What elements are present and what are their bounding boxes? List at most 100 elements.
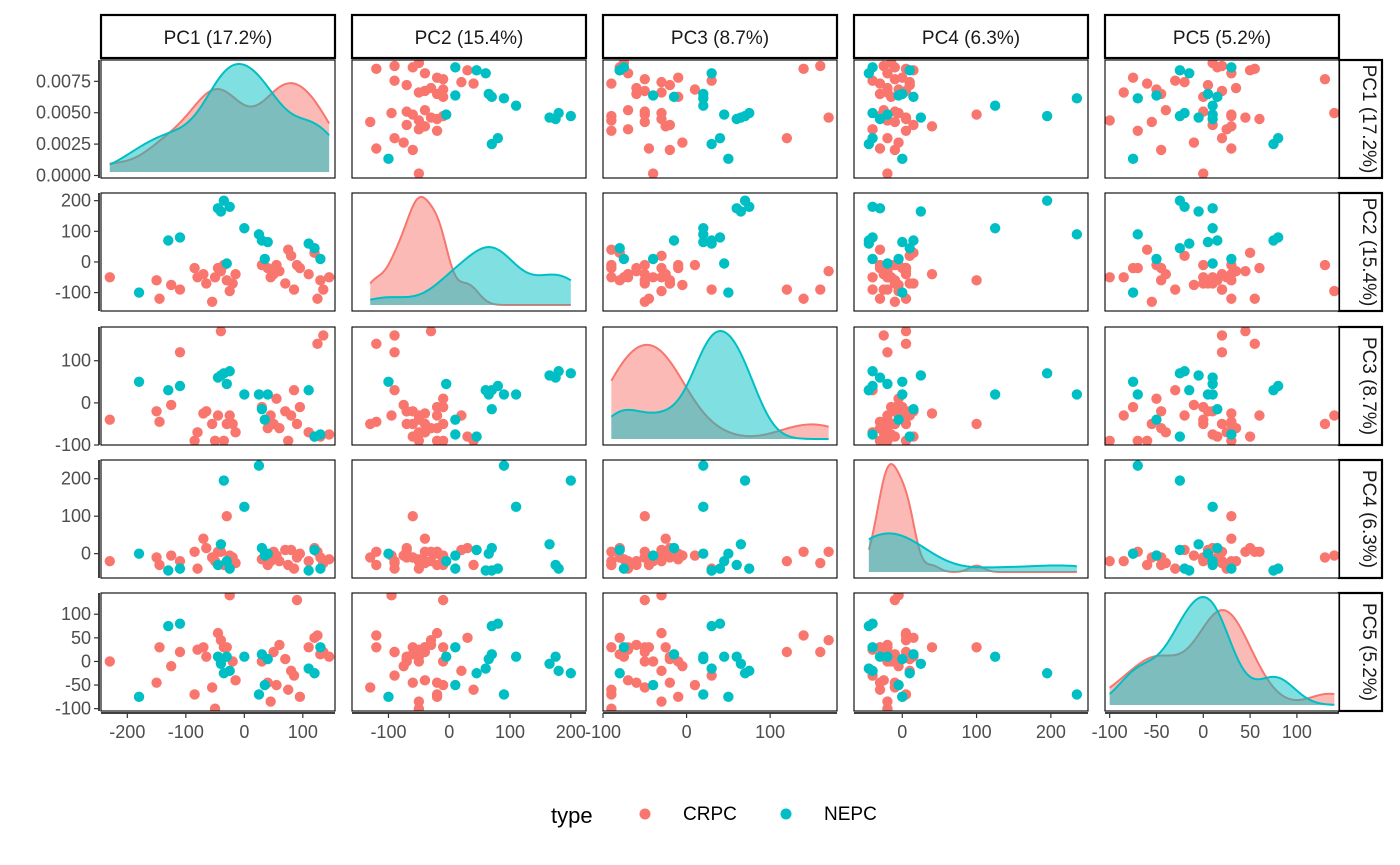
point-crpc: [371, 143, 382, 154]
point-nepc: [698, 689, 709, 700]
point-crpc: [413, 410, 425, 421]
point-crpc: [201, 651, 212, 662]
point-crpc: [274, 265, 285, 277]
point-crpc: [606, 703, 617, 711]
point-nepc: [262, 653, 273, 665]
point-crpc: [622, 675, 634, 686]
point-nepc: [698, 100, 709, 111]
column-strip-label: PC3 (8.7%): [671, 28, 769, 49]
point-nepc: [867, 107, 878, 119]
panel-PC3-vs-PC2: [351, 326, 587, 446]
point-nepc: [1212, 235, 1223, 246]
point-crpc: [1179, 76, 1190, 88]
point-crpc: [294, 262, 306, 274]
point-nepc: [718, 109, 730, 120]
point-crpc: [318, 284, 329, 295]
point-nepc: [253, 689, 265, 700]
point-nepc: [706, 138, 717, 150]
point-crpc: [303, 269, 314, 280]
point-crpc: [781, 132, 793, 144]
point-nepc: [480, 663, 491, 674]
point-crpc: [365, 682, 376, 693]
point-crpc: [1170, 75, 1181, 86]
point-crpc: [1179, 250, 1190, 262]
point-crpc: [294, 548, 306, 559]
point-nepc: [1202, 236, 1214, 248]
point-nepc: [618, 62, 630, 73]
point-crpc: [456, 76, 467, 88]
point-crpc: [431, 125, 443, 136]
point-crpc: [1226, 143, 1237, 154]
point-crpc: [639, 552, 650, 563]
point-nepc: [1272, 380, 1284, 392]
point-crpc: [288, 670, 300, 681]
point-nepc: [259, 679, 270, 691]
x-tick-label: -200: [109, 722, 145, 742]
panel-PC1-vs-PC2: [351, 59, 587, 179]
point-crpc: [201, 278, 212, 289]
point-nepc: [1272, 563, 1284, 574]
point-crpc: [189, 546, 200, 557]
panel-PC2-vs-PC1: [100, 192, 336, 312]
point-nepc: [867, 429, 878, 440]
column-strip-3: PC3 (8.7%): [601, 13, 839, 60]
point-crpc: [230, 675, 241, 686]
x-tick-label: -50: [1143, 722, 1169, 742]
point-crpc: [1141, 559, 1153, 571]
point-crpc: [431, 548, 443, 559]
point-nepc: [224, 563, 235, 574]
x-tick-label: 100: [755, 722, 785, 742]
point-nepc: [315, 563, 326, 574]
point-nepc: [718, 651, 730, 662]
point-nepc: [486, 403, 497, 415]
point-crpc: [664, 278, 676, 289]
point-crpc: [437, 393, 449, 404]
point-crpc: [283, 435, 294, 445]
point-crpc: [230, 269, 241, 280]
panel-PC1-vs-PC1: [100, 59, 336, 179]
column-strip-5: PC5 (5.2%): [1103, 13, 1341, 60]
point-crpc: [1188, 399, 1200, 411]
point-crpc: [673, 691, 684, 703]
point-nepc: [698, 229, 709, 240]
point-crpc: [318, 330, 329, 341]
point-crpc: [606, 125, 617, 136]
point-nepc: [450, 429, 461, 440]
point-crpc: [664, 119, 676, 131]
point-crpc: [294, 691, 306, 703]
point-crpc: [371, 559, 382, 571]
y-tick-label: 0.0075: [36, 71, 91, 91]
point-nepc: [897, 376, 908, 387]
point-crpc: [104, 414, 115, 425]
point-crpc: [1141, 435, 1153, 445]
point-nepc: [315, 642, 326, 653]
panel-PC5-vs-PC4: [853, 592, 1089, 712]
point-crpc: [462, 65, 473, 76]
y-axis-row-3: -100 0 100: [55, 327, 100, 455]
x-tick-label: -100: [585, 722, 621, 742]
x-tick-label: 100: [495, 722, 525, 742]
point-crpc: [224, 410, 235, 421]
point-crpc: [221, 510, 232, 522]
point-crpc: [389, 670, 400, 681]
point-crpc: [897, 262, 908, 274]
density-line-nepc: [610, 329, 829, 440]
point-nepc: [1207, 203, 1218, 214]
point-crpc: [174, 347, 186, 358]
point-nepc: [882, 109, 893, 120]
point-nepc: [215, 658, 227, 669]
point-nepc: [383, 376, 394, 387]
point-crpc: [166, 399, 177, 411]
point-crpc: [656, 262, 667, 274]
row-strip-label: PC4 (6.3%): [1358, 470, 1379, 568]
point-nepc: [1207, 100, 1218, 111]
y-tick-label: 100: [61, 604, 91, 624]
column-strip-label: PC1 (17.2%): [164, 28, 273, 49]
point-crpc: [631, 265, 642, 277]
point-crpc: [656, 696, 667, 707]
point-nepc: [565, 368, 577, 379]
panel-PC2-vs-PC5: [1104, 192, 1340, 312]
point-crpc: [664, 552, 676, 563]
point-crpc: [407, 677, 418, 688]
point-crpc: [664, 144, 676, 156]
